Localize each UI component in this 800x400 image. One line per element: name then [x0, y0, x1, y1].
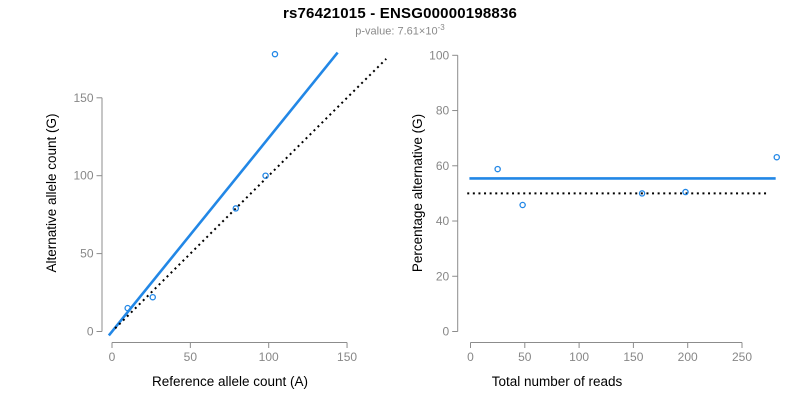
data-point — [271, 50, 279, 58]
y-axis-title: Percentage alternative (G) — [410, 114, 425, 272]
data-point — [519, 201, 526, 209]
y-tick-label: 0 — [443, 325, 450, 339]
data-point — [124, 304, 131, 312]
y-tick-label: 100 — [73, 169, 93, 183]
y-tick-label: 150 — [73, 91, 93, 105]
y-tick-label: 40 — [436, 214, 450, 228]
identity-line — [114, 58, 387, 330]
pvalue-exponent: -3 — [437, 23, 445, 32]
pvalue-mantissa: 7.61 — [397, 25, 419, 38]
allele-counts-panel: 0 50 100 150 0 50 100 150 Reference allele count… — [44, 50, 387, 389]
y-tick-label: 0 — [87, 325, 94, 339]
y-tick-label: 60 — [436, 159, 450, 173]
data-point — [149, 293, 156, 301]
x-tick-label: 100 — [569, 350, 589, 364]
fit-line — [107, 51, 339, 337]
x-tick-label: 200 — [678, 350, 698, 364]
data-point — [232, 205, 240, 212]
figure-subtitle: p-value: 7.61×10-3 — [0, 23, 800, 38]
data-point — [262, 172, 269, 179]
data-point — [682, 188, 689, 196]
data-point — [494, 165, 501, 173]
y-tick-label: 80 — [436, 104, 450, 118]
y-tick-label: 100 — [429, 48, 449, 62]
pvalue-times-base: ×10 — [418, 25, 438, 38]
y-tick-label: 20 — [436, 269, 450, 283]
x-axis-title: Reference allele count (A) — [152, 374, 308, 389]
data-point — [773, 153, 781, 161]
figure-title: rs76421015 - ENSG00000198836 — [282, 5, 518, 22]
x-tick-label: 0 — [109, 350, 116, 364]
x-axis-title: Total number of reads — [492, 374, 623, 389]
x-tick-label: 150 — [623, 350, 643, 364]
y-axis-title: Alternative allele count (G) — [44, 113, 59, 272]
y-tick-label: 50 — [80, 247, 94, 261]
x-tick-label: 100 — [259, 350, 279, 364]
x-tick-label: 50 — [518, 350, 532, 364]
x-tick-label: 250 — [732, 350, 752, 364]
x-tick-label: 150 — [337, 350, 357, 364]
x-tick-label: 0 — [467, 350, 474, 364]
data-point — [638, 190, 646, 197]
x-tick-label: 50 — [184, 350, 198, 364]
percentage-vs-coverage-panel: 0 50 100 150 200 250 0 20 40 60 80 100 Total number … — [410, 48, 781, 389]
pvalue-label: p-value: — [355, 25, 395, 38]
